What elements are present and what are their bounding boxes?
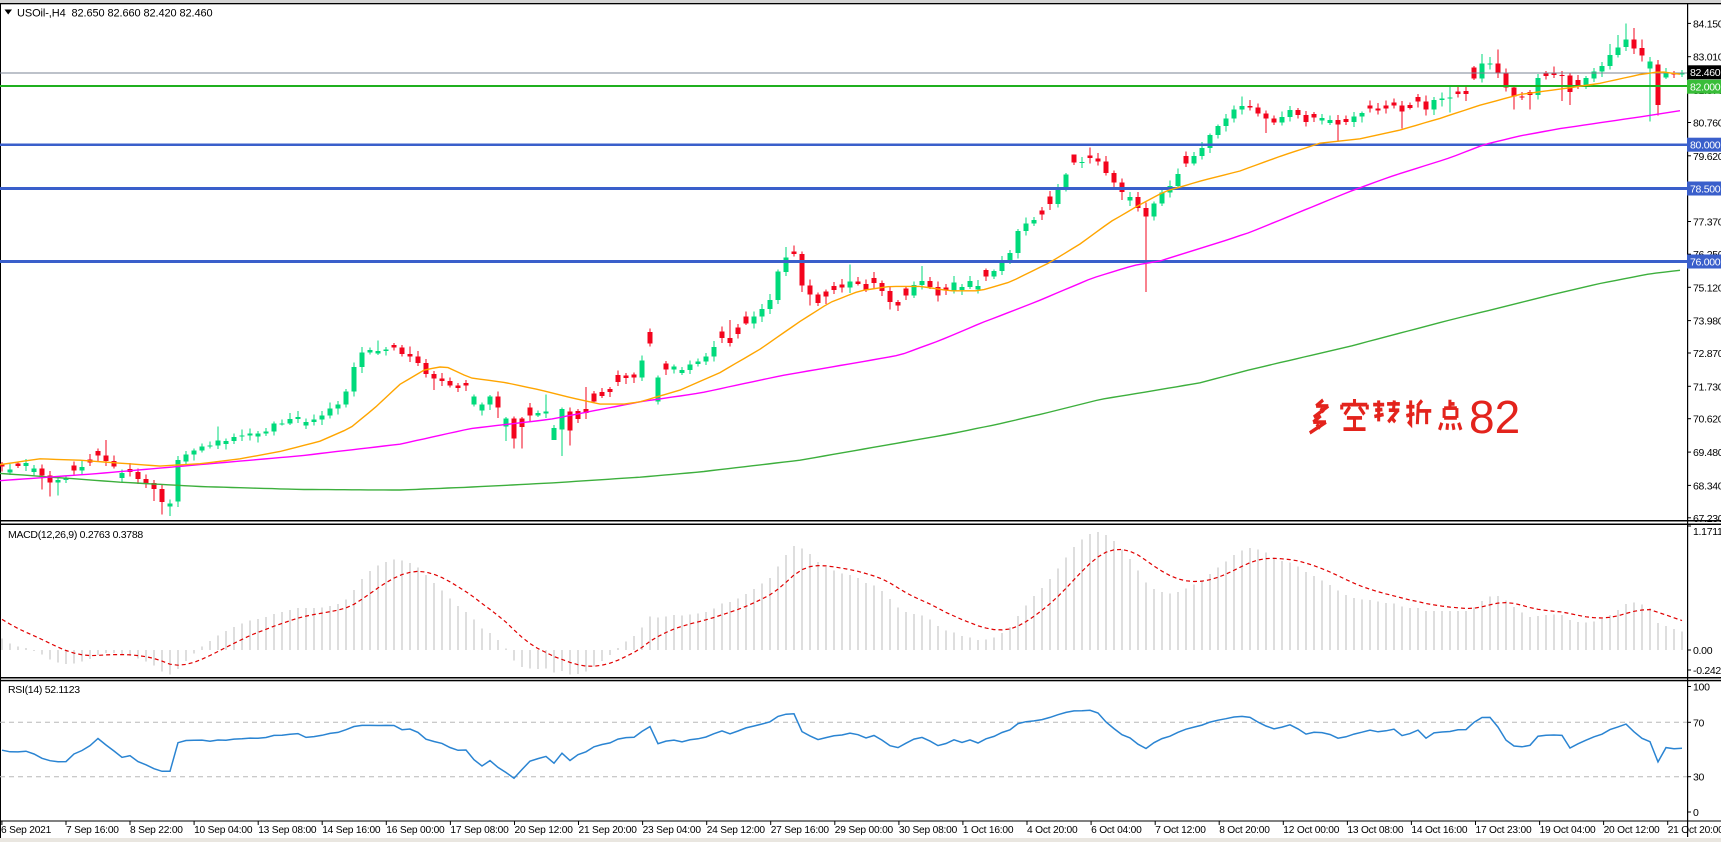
svg-text:19 Oct 04:00: 19 Oct 04:00: [1540, 825, 1596, 836]
svg-text:82: 82: [1469, 391, 1520, 443]
svg-text:68.340: 68.340: [1693, 480, 1721, 492]
svg-text:RSI(14) 52.1123: RSI(14) 52.1123: [8, 684, 80, 696]
svg-text:1.1711: 1.1711: [1693, 526, 1721, 538]
svg-text:21 Oct 20:00: 21 Oct 20:00: [1668, 825, 1721, 836]
svg-text:100: 100: [1693, 682, 1710, 694]
svg-text:73.980: 73.980: [1693, 316, 1721, 328]
svg-text:17 Sep 08:00: 17 Sep 08:00: [450, 825, 509, 836]
svg-text:6 Oct 04:00: 6 Oct 04:00: [1091, 825, 1142, 836]
svg-text:82.000: 82.000: [1690, 82, 1721, 94]
svg-text:70: 70: [1693, 717, 1705, 729]
svg-text:20 Oct 12:00: 20 Oct 12:00: [1604, 825, 1660, 836]
svg-text:6 Sep 2021: 6 Sep 2021: [1, 825, 52, 836]
svg-text:7 Sep 16:00: 7 Sep 16:00: [66, 825, 119, 836]
svg-text:20 Sep 12:00: 20 Sep 12:00: [515, 825, 574, 836]
svg-text:1 Oct 16:00: 1 Oct 16:00: [963, 825, 1014, 836]
svg-text:12 Oct 00:00: 12 Oct 00:00: [1283, 825, 1339, 836]
svg-text:24 Sep 12:00: 24 Sep 12:00: [707, 825, 766, 836]
svg-text:8 Sep 22:00: 8 Sep 22:00: [130, 825, 183, 836]
svg-text:0: 0: [1693, 807, 1699, 819]
svg-text:-0.2424: -0.2424: [1693, 665, 1721, 677]
svg-text:79.620: 79.620: [1693, 151, 1721, 163]
svg-text:30: 30: [1693, 772, 1705, 784]
svg-text:67.230: 67.230: [1693, 513, 1721, 525]
svg-text:80.760: 80.760: [1693, 118, 1721, 130]
svg-text:72.870: 72.870: [1693, 348, 1721, 360]
svg-text:77.370: 77.370: [1693, 217, 1721, 229]
svg-text:13 Sep 08:00: 13 Sep 08:00: [258, 825, 317, 836]
svg-text:70.620: 70.620: [1693, 414, 1721, 426]
svg-text:MACD(12,26,9) 0.2763 0.3788: MACD(12,26,9) 0.2763 0.3788: [8, 529, 143, 541]
svg-text:14 Sep 16:00: 14 Sep 16:00: [322, 825, 381, 836]
svg-text:78.500: 78.500: [1690, 183, 1721, 195]
svg-text:71.730: 71.730: [1693, 381, 1721, 393]
svg-text:17 Oct 23:00: 17 Oct 23:00: [1476, 825, 1532, 836]
svg-text:16 Sep 00:00: 16 Sep 00:00: [386, 825, 445, 836]
svg-text:29 Sep 00:00: 29 Sep 00:00: [835, 825, 894, 836]
svg-text:80.000: 80.000: [1690, 140, 1721, 152]
svg-text:10 Sep 04:00: 10 Sep 04:00: [194, 825, 253, 836]
svg-text:69.480: 69.480: [1693, 447, 1721, 459]
svg-text:14 Oct 16:00: 14 Oct 16:00: [1411, 825, 1467, 836]
svg-text:84.150: 84.150: [1693, 18, 1721, 30]
svg-text:76.000: 76.000: [1690, 256, 1721, 268]
svg-text:82.460: 82.460: [1690, 67, 1721, 79]
svg-text:30 Sep 08:00: 30 Sep 08:00: [899, 825, 958, 836]
svg-text:USOil-,H4 82.650 82.660 82.42: USOil-,H4 82.650 82.660 82.420 82.460: [17, 8, 213, 20]
svg-text:27 Sep 16:00: 27 Sep 16:00: [771, 825, 830, 836]
svg-text:4 Oct 20:00: 4 Oct 20:00: [1027, 825, 1078, 836]
svg-text:83.010: 83.010: [1693, 52, 1721, 64]
svg-text:8 Oct 20:00: 8 Oct 20:00: [1219, 825, 1270, 836]
svg-text:7 Oct 12:00: 7 Oct 12:00: [1155, 825, 1206, 836]
svg-text:21 Sep 20:00: 21 Sep 20:00: [579, 825, 638, 836]
svg-text:13 Oct 08:00: 13 Oct 08:00: [1347, 825, 1403, 836]
svg-text:23 Sep 04:00: 23 Sep 04:00: [643, 825, 702, 836]
svg-text:0.00: 0.00: [1693, 645, 1713, 657]
svg-text:75.120: 75.120: [1693, 282, 1721, 294]
